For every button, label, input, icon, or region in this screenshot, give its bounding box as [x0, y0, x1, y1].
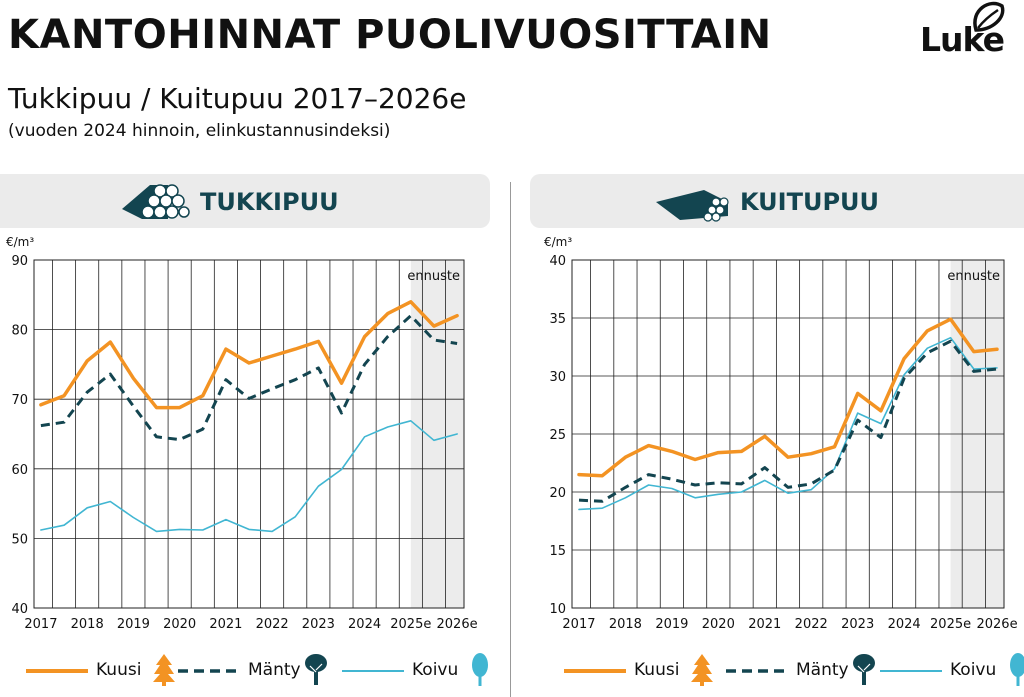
- legend-item-koivu: Koivu: [878, 652, 1024, 688]
- x-tick-label: 2024: [888, 617, 921, 632]
- legend-item-manty: Mänty: [724, 652, 884, 688]
- tukkipuu-label: TUKKIPUU: [200, 188, 339, 216]
- x-tick-label: 2017: [24, 617, 57, 632]
- page-subtitle: Tukkipuu / Kuitupuu 2017–2026e: [8, 82, 467, 115]
- series-line-kuusi: [39, 300, 459, 410]
- x-tick-label: 2025e: [390, 617, 431, 632]
- x-tick-label: 2021: [209, 617, 242, 632]
- legend-label: Mänty: [248, 660, 301, 680]
- kuitupuu-panel-header: KUITUPUU: [530, 174, 1024, 228]
- x-tick-label: 2020: [702, 617, 735, 632]
- forecast-annotation: ennuste: [407, 269, 460, 284]
- y-axis-label: €/m³: [544, 235, 572, 249]
- series-line-manty: [578, 339, 998, 503]
- tukkipuu-legend: Kuusi Mänty Koivu: [0, 652, 490, 688]
- series-line-koivu: [578, 336, 998, 511]
- legend-label: Koivu: [950, 660, 997, 680]
- legend-swatch: [342, 670, 404, 672]
- tukkipuu-panel-header: TUKKIPUU: [0, 174, 490, 228]
- legend-swatch: [880, 670, 942, 672]
- y-tick-label: 90: [11, 254, 28, 269]
- y-tick-label: 40: [549, 254, 566, 269]
- y-axis-label: €/m³: [6, 235, 34, 249]
- kuitupuu-chart: 10 15 20 25 30 35 40 2017 2018 2019 2020 2021 2022 20…: [544, 235, 1018, 632]
- panel-divider: [510, 182, 511, 697]
- y-tick-label: 70: [11, 393, 28, 408]
- spruce-tree-icon: [691, 654, 713, 686]
- y-tick-label: 20: [549, 486, 566, 501]
- x-tick-label: 2020: [163, 617, 196, 632]
- tukkipuu-chart: 40 50 60 70 80 90 2017 2018 2019 2020 2021 2022 2023…: [6, 235, 478, 632]
- y-tick-label: 10: [549, 602, 566, 617]
- luke-logo: Luke: [912, 0, 1012, 60]
- x-tick-label: 2026e: [976, 617, 1017, 632]
- legend-swatch: [178, 669, 240, 673]
- y-tick-label: 40: [11, 602, 28, 617]
- kuitupuu-legend: Kuusi Mänty Koivu: [540, 652, 1024, 688]
- x-tick-label: 2018: [71, 617, 104, 632]
- kuitupuu-label: KUITUPUU: [740, 188, 880, 216]
- legend-swatch: [726, 669, 788, 673]
- plot-frame: [571, 259, 1005, 609]
- series-line-manty: [40, 314, 458, 442]
- x-tick-label: 2022: [795, 617, 828, 632]
- x-tick-label: 2022: [256, 617, 289, 632]
- forecast-annotation: ennuste: [947, 269, 1000, 284]
- birch-tree-icon: [472, 653, 488, 686]
- leaf-icon: [973, 1, 1005, 32]
- x-tick-label: 2019: [117, 617, 150, 632]
- y-tick-label: 50: [11, 532, 28, 547]
- spruce-tree-icon: [153, 654, 175, 686]
- log-pile-icon: [122, 184, 190, 219]
- page-title: KANTOHINNAT PUOLIVUOSITTAIN: [8, 12, 772, 58]
- y-tick-label: 25: [549, 428, 566, 443]
- x-tick-label: 2021: [748, 617, 781, 632]
- y-tick-label: 35: [549, 312, 566, 327]
- plot-frame: [33, 259, 465, 609]
- x-tick-label: 2019: [655, 617, 688, 632]
- series-line-kuusi: [577, 317, 999, 478]
- series-line-koivu: [40, 420, 458, 533]
- legend-label: Koivu: [412, 660, 459, 680]
- page-note: (vuoden 2024 hinnoin, elinkustannusindek…: [8, 121, 391, 141]
- pine-tree-icon: [305, 654, 327, 685]
- x-tick-label: 2018: [609, 617, 642, 632]
- x-tick-label: 2017: [562, 617, 595, 632]
- x-tick-label: 2025e: [930, 617, 971, 632]
- legend-item-kuusi: Kuusi: [562, 652, 722, 688]
- log-pile-icon: [656, 190, 729, 222]
- legend-label: Kuusi: [634, 660, 680, 680]
- pine-tree-icon: [853, 654, 875, 685]
- legend-item-manty: Mänty: [176, 652, 336, 688]
- x-tick-label: 2023: [841, 617, 874, 632]
- x-tick-label: 2026e: [437, 617, 478, 632]
- legend-label: Kuusi: [96, 660, 142, 680]
- legend-swatch: [26, 669, 88, 673]
- y-tick-label: 30: [549, 370, 566, 385]
- x-tick-label: 2024: [348, 617, 381, 632]
- birch-tree-icon: [1010, 653, 1024, 686]
- y-tick-label: 60: [11, 463, 28, 478]
- legend-item-kuusi: Kuusi: [24, 652, 184, 688]
- legend-item-koivu: Koivu: [340, 652, 500, 688]
- y-tick-label: 80: [11, 324, 28, 339]
- x-tick-label: 2023: [302, 617, 335, 632]
- legend-swatch: [564, 669, 626, 673]
- logo-text: Luke: [920, 20, 1005, 59]
- y-tick-label: 15: [549, 544, 566, 559]
- legend-label: Mänty: [796, 660, 849, 680]
